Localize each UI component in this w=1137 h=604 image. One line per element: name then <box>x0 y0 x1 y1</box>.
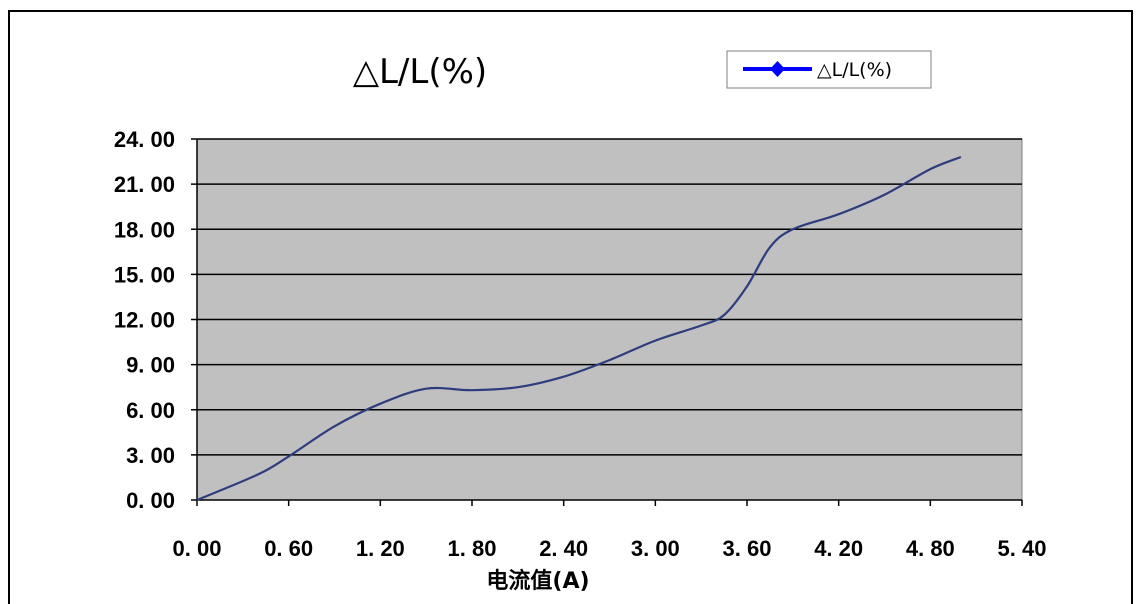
x-axis-label: 电流值(A) <box>486 568 589 594</box>
x-tick-label-0: 0. 00 <box>173 536 222 561</box>
x-tick-label-2: 1. 20 <box>356 536 405 561</box>
x-tick-label-4: 2. 40 <box>539 536 588 561</box>
x-tick-label-6: 3. 60 <box>723 536 772 561</box>
y-tick-label-6: 18. 00 <box>114 217 175 242</box>
x-tick-label-1: 0. 60 <box>264 536 313 561</box>
legend: △L/L(%) <box>726 50 932 89</box>
x-tick-label-9: 5. 40 <box>998 536 1047 561</box>
series-line-0 <box>196 155 962 502</box>
y-tick-label-5: 15. 00 <box>114 262 175 287</box>
x-tick-label-7: 4. 20 <box>814 536 863 561</box>
y-tick-label-7: 21. 00 <box>114 172 175 197</box>
y-tick-label-2: 6. 00 <box>126 398 175 423</box>
y-tick-label-8: 24. 00 <box>114 127 175 152</box>
y-tick-label-0: 0. 00 <box>126 488 175 513</box>
x-tick-label-8: 4. 80 <box>906 536 955 561</box>
y-tick-label-4: 12. 00 <box>114 308 175 333</box>
y-axis-ticks: 0. 00 3. 00 6. 00 9. 00 12. 00 15. 00 18. 00 21… <box>114 127 197 513</box>
chart-title: △L/L(%) <box>353 52 487 92</box>
gridlines <box>197 138 1022 456</box>
y-tick-label-3: 9. 00 <box>126 353 175 378</box>
x-tick-label-3: 1. 80 <box>448 536 497 561</box>
legend-label: △L/L(%) <box>817 59 892 81</box>
legend-diamond-marker <box>770 61 785 77</box>
series-group <box>196 155 962 502</box>
x-axis-ticks: 0. 00 0. 60 1. 20 1. 80 2. 40 3. 00 3. 60 4. 20… <box>173 500 1047 561</box>
y-tick-label-1: 3. 00 <box>126 443 175 468</box>
x-tick-label-5: 3. 00 <box>631 536 680 561</box>
